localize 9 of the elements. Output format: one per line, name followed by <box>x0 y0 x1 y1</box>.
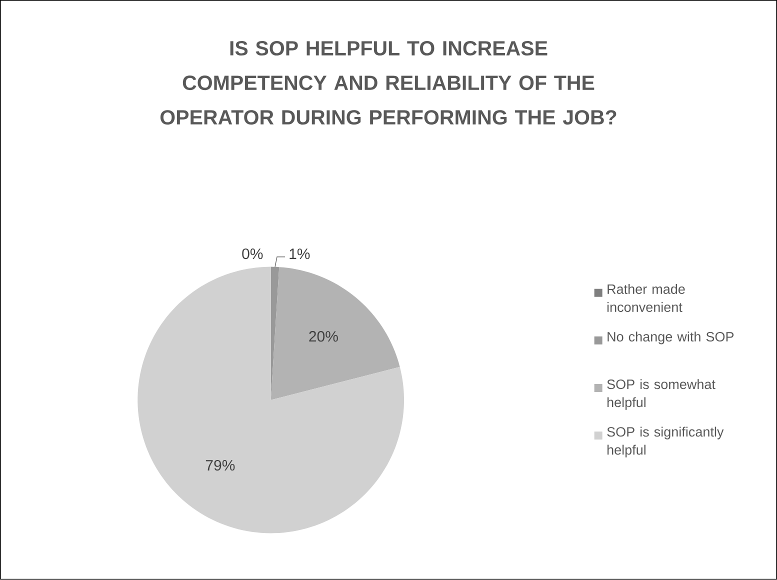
data-label: 79% <box>206 460 235 471</box>
legend-label: SOP is somewhat helpful <box>607 379 716 410</box>
legend-label: Rather made inconvenient <box>607 284 685 312</box>
data-label: 1% <box>290 248 310 260</box>
data-label: 20% <box>309 331 338 342</box>
text: 0% <box>242 248 263 260</box>
legend-label: SOP is significantly helpful <box>607 426 724 458</box>
chart-title: IS SOP HELPFUL TO INCREASE COMPETENCY AND RELIABILITY OF THE OPERATOR DURING PERFORMING THE JOB? <box>160 41 616 125</box>
legend-label: No change with SOP <box>608 332 734 344</box>
